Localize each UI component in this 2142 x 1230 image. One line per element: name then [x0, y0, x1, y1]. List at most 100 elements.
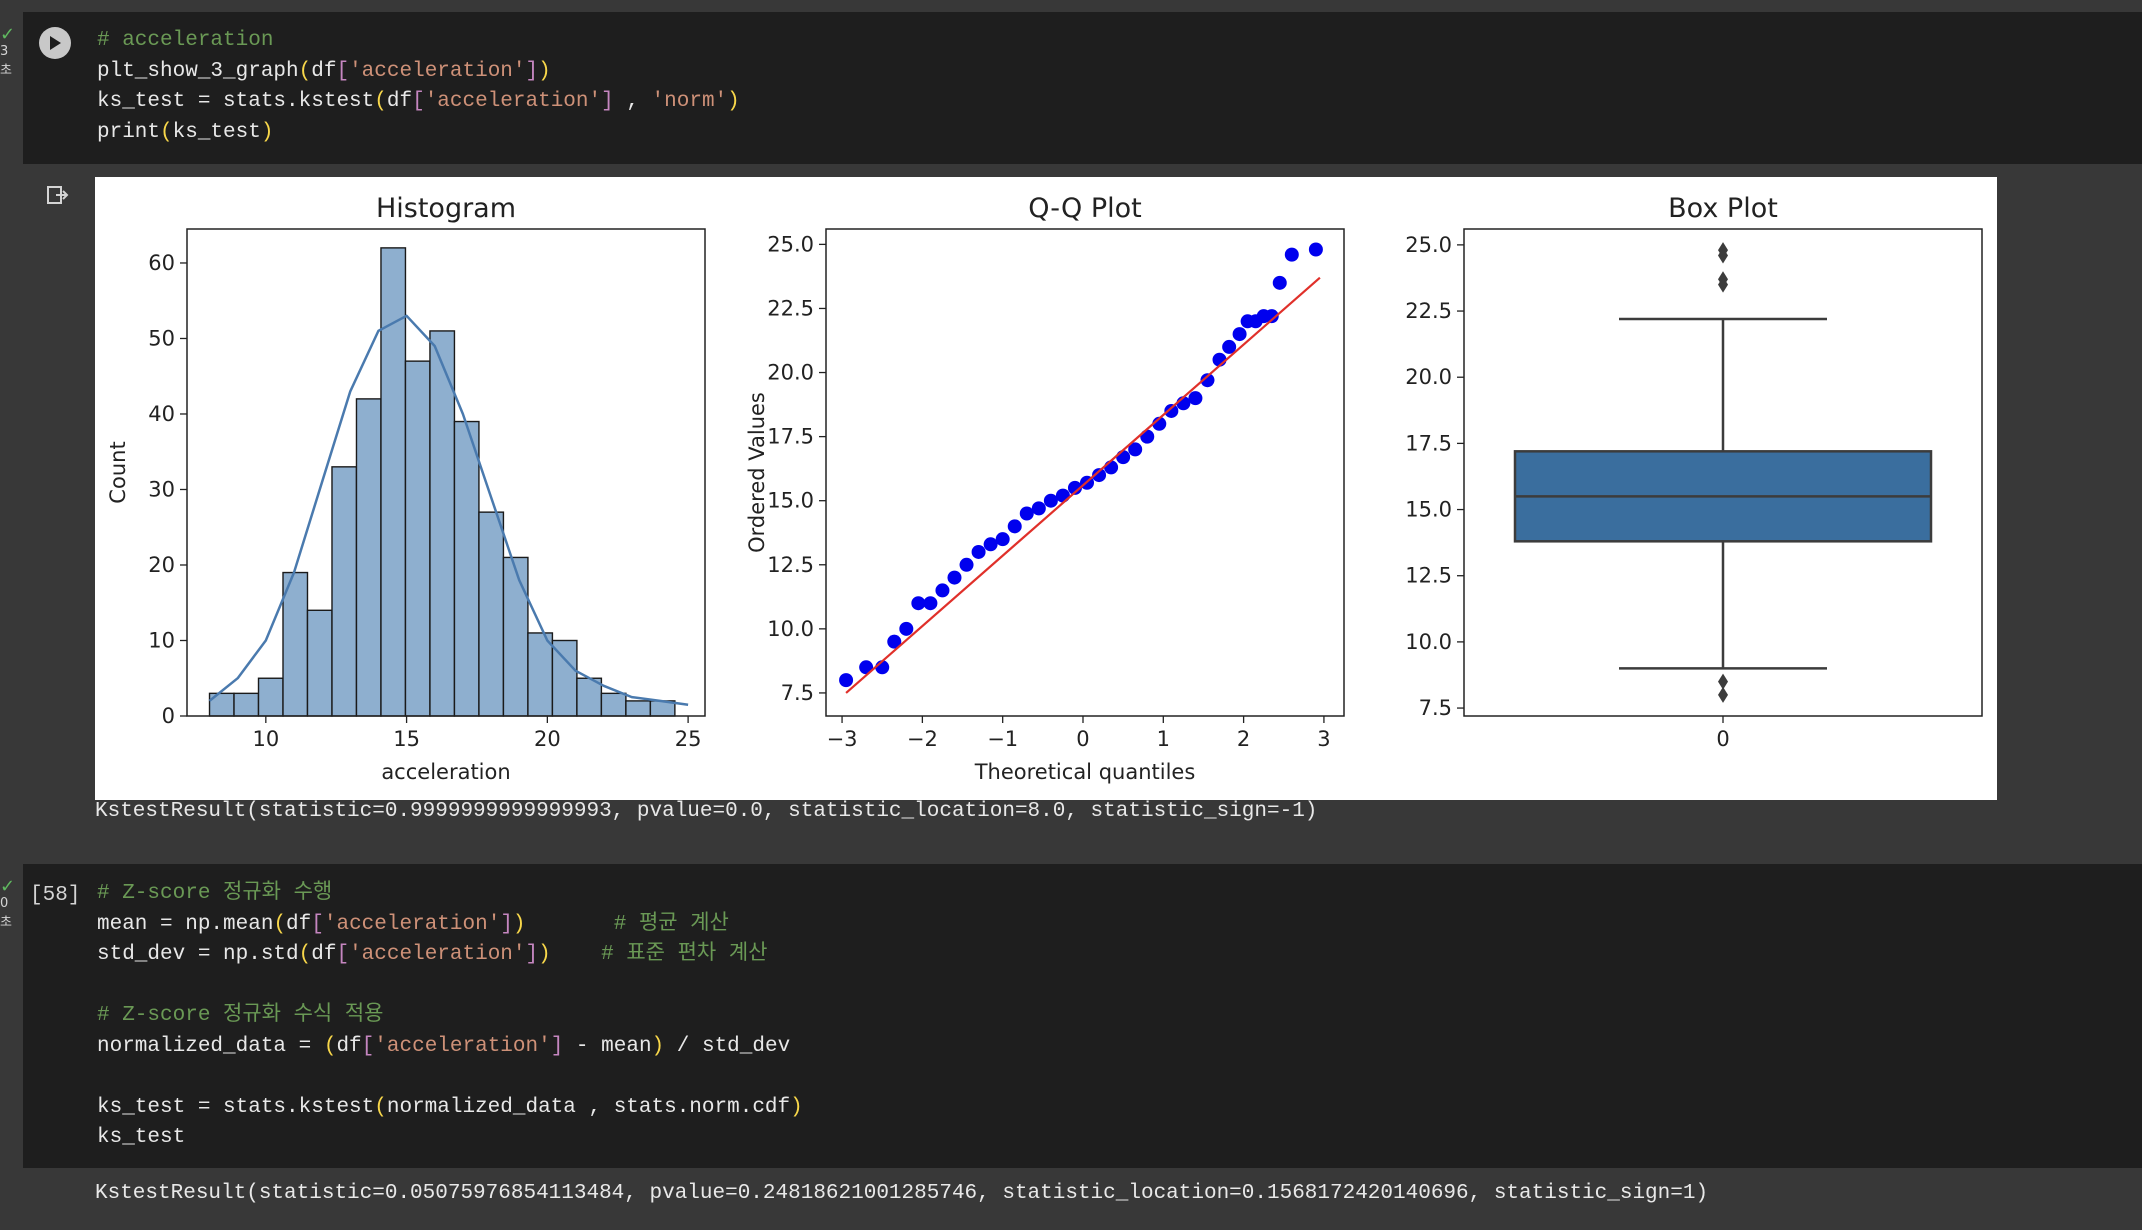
qq-point: [887, 634, 902, 649]
qq-point: [1308, 242, 1323, 257]
run-cell-button[interactable]: [39, 27, 71, 59]
execution-count: [58]: [30, 884, 81, 907]
y-tick-label: 10.0: [1405, 630, 1452, 654]
kde-line: [208, 314, 689, 706]
outlier-point: [1718, 247, 1728, 264]
cell-2-exec-time: 0초: [0, 896, 12, 930]
code-token: ): [538, 943, 551, 966]
code-token: df: [336, 1034, 362, 1058]
code-line[interactable]: std_dev = np.std(df['acceleration']) # 표…: [97, 940, 803, 971]
code-line[interactable]: # Z-score 정규화 수식 적용: [97, 1001, 803, 1032]
outlier-point: [1718, 686, 1728, 703]
plot-frame: [825, 228, 1345, 717]
qq-point: [1264, 309, 1279, 324]
code-token: 'acceleration': [374, 1034, 551, 1058]
y-tick-label: 20.0: [767, 361, 814, 385]
code-token: ]: [525, 59, 539, 83]
code-token: ): [790, 1095, 803, 1119]
histogram-bar: [282, 571, 309, 717]
qq-point: [1031, 501, 1046, 516]
code-token: # 표준 편차 계산: [601, 943, 768, 966]
code-token: [: [361, 1034, 375, 1058]
code-token: df: [311, 59, 337, 83]
code-line[interactable]: [97, 1062, 803, 1093]
output-icon[interactable]: [44, 182, 70, 208]
y-tick-label: 10: [148, 628, 175, 652]
y-tick-label: 20.0: [1405, 365, 1452, 389]
x-tick-label: 20: [534, 727, 561, 751]
qq-point: [1164, 403, 1179, 418]
code-line[interactable]: ks_test = stats.kstest(df['acceleration'…: [97, 87, 740, 118]
chart-title: Histogram: [376, 193, 516, 224]
y-tick-label: 30: [148, 477, 175, 501]
histogram-bar: [527, 632, 554, 717]
code-token: ]: [550, 1034, 564, 1058]
code-token: # Z-score 정규화 수행: [97, 882, 333, 905]
code-line[interactable]: plt_show_3_graph(df['acceleration']): [97, 57, 740, 88]
histogram-bar: [600, 692, 627, 717]
cell-2-code-editor[interactable]: # Z-score 정규화 수행 mean = np.mean(df['accel…: [97, 879, 803, 1154]
code-token: ): [260, 120, 274, 144]
histogram-bar: [233, 692, 260, 717]
qq-point: [1007, 519, 1022, 534]
qq-point: [947, 570, 962, 585]
qq-point: [839, 673, 854, 688]
chart-title: Box Plot: [1668, 193, 1778, 224]
code-line[interactable]: # acceleration: [97, 26, 740, 57]
qq-point: [1140, 429, 1155, 444]
histogram-bar: [502, 556, 529, 717]
histogram-bar: [551, 639, 578, 717]
y-tick-label: 15.0: [1405, 498, 1452, 522]
histogram-bar: [478, 511, 505, 717]
code-line[interactable]: print(ks_test): [97, 118, 740, 149]
check-icon: ✓: [0, 876, 16, 897]
code-line[interactable]: # Z-score 정규화 수행: [97, 879, 803, 910]
code-line[interactable]: [97, 971, 803, 1002]
qq-point: [1043, 493, 1058, 508]
qq-point: [1222, 339, 1237, 354]
y-axis-label: Count: [106, 441, 130, 503]
code-cell-2[interactable]: [23, 864, 2142, 1168]
code-token: [: [412, 90, 425, 113]
code-token: # 평균 계산: [613, 912, 729, 936]
cell-1-code-editor[interactable]: # acceleration plt_show_3_graph(df['accel…: [97, 26, 740, 148]
y-tick-label: 17.5: [767, 425, 814, 449]
code-line[interactable]: mean = np.mean(df['acceleration']) # 평균 …: [97, 910, 803, 941]
qq-point: [1116, 450, 1131, 465]
y-tick-label: 50: [148, 326, 175, 350]
qq-point: [1104, 460, 1119, 475]
histogram-bar: [453, 420, 480, 717]
x-tick-label: 15: [393, 727, 420, 751]
code-cell-1[interactable]: [23, 12, 2142, 164]
code-token: normalized_data =: [97, 1034, 324, 1058]
code-line[interactable]: ks_test: [97, 1123, 803, 1154]
chart-title: Q-Q Plot: [1028, 193, 1141, 224]
code-token: / std_dev: [664, 1034, 791, 1058]
code-line[interactable]: ks_test = stats.kstest(normalized_data ,…: [97, 1093, 803, 1124]
code-token: print: [97, 120, 161, 144]
code-token: df: [386, 90, 413, 113]
outlier-point: [1718, 276, 1728, 293]
qq-point: [959, 557, 974, 572]
code-token: df: [311, 943, 337, 966]
code-token: ks_test: [172, 120, 261, 144]
code-token: [: [336, 59, 350, 83]
histogram-bar: [404, 360, 431, 717]
code-token: ): [538, 59, 551, 83]
qq-point: [1232, 327, 1247, 342]
y-tick-label: 7.5: [1419, 696, 1452, 720]
x-tick-label: 3: [1317, 727, 1330, 751]
code-token: [: [336, 943, 350, 966]
code-token: 'acceleration': [349, 943, 526, 966]
qq-point: [899, 621, 914, 636]
code-token: ): [651, 1034, 665, 1058]
code-line[interactable]: normalized_data = (df['acceleration'] - …: [97, 1032, 803, 1063]
output-figure: Histogram 10 15 20 25 0 10 20 30 40 50 60 accelerati…: [95, 177, 1997, 800]
cell-1-exec-time: 3초: [0, 44, 12, 78]
code-token: - mean: [563, 1034, 652, 1058]
qq-point: [1272, 275, 1287, 290]
y-tick-label: 17.5: [1405, 431, 1452, 455]
code-token: normalized_data , stats.norm.cdf: [386, 1095, 791, 1119]
qq-point: [1188, 391, 1203, 406]
